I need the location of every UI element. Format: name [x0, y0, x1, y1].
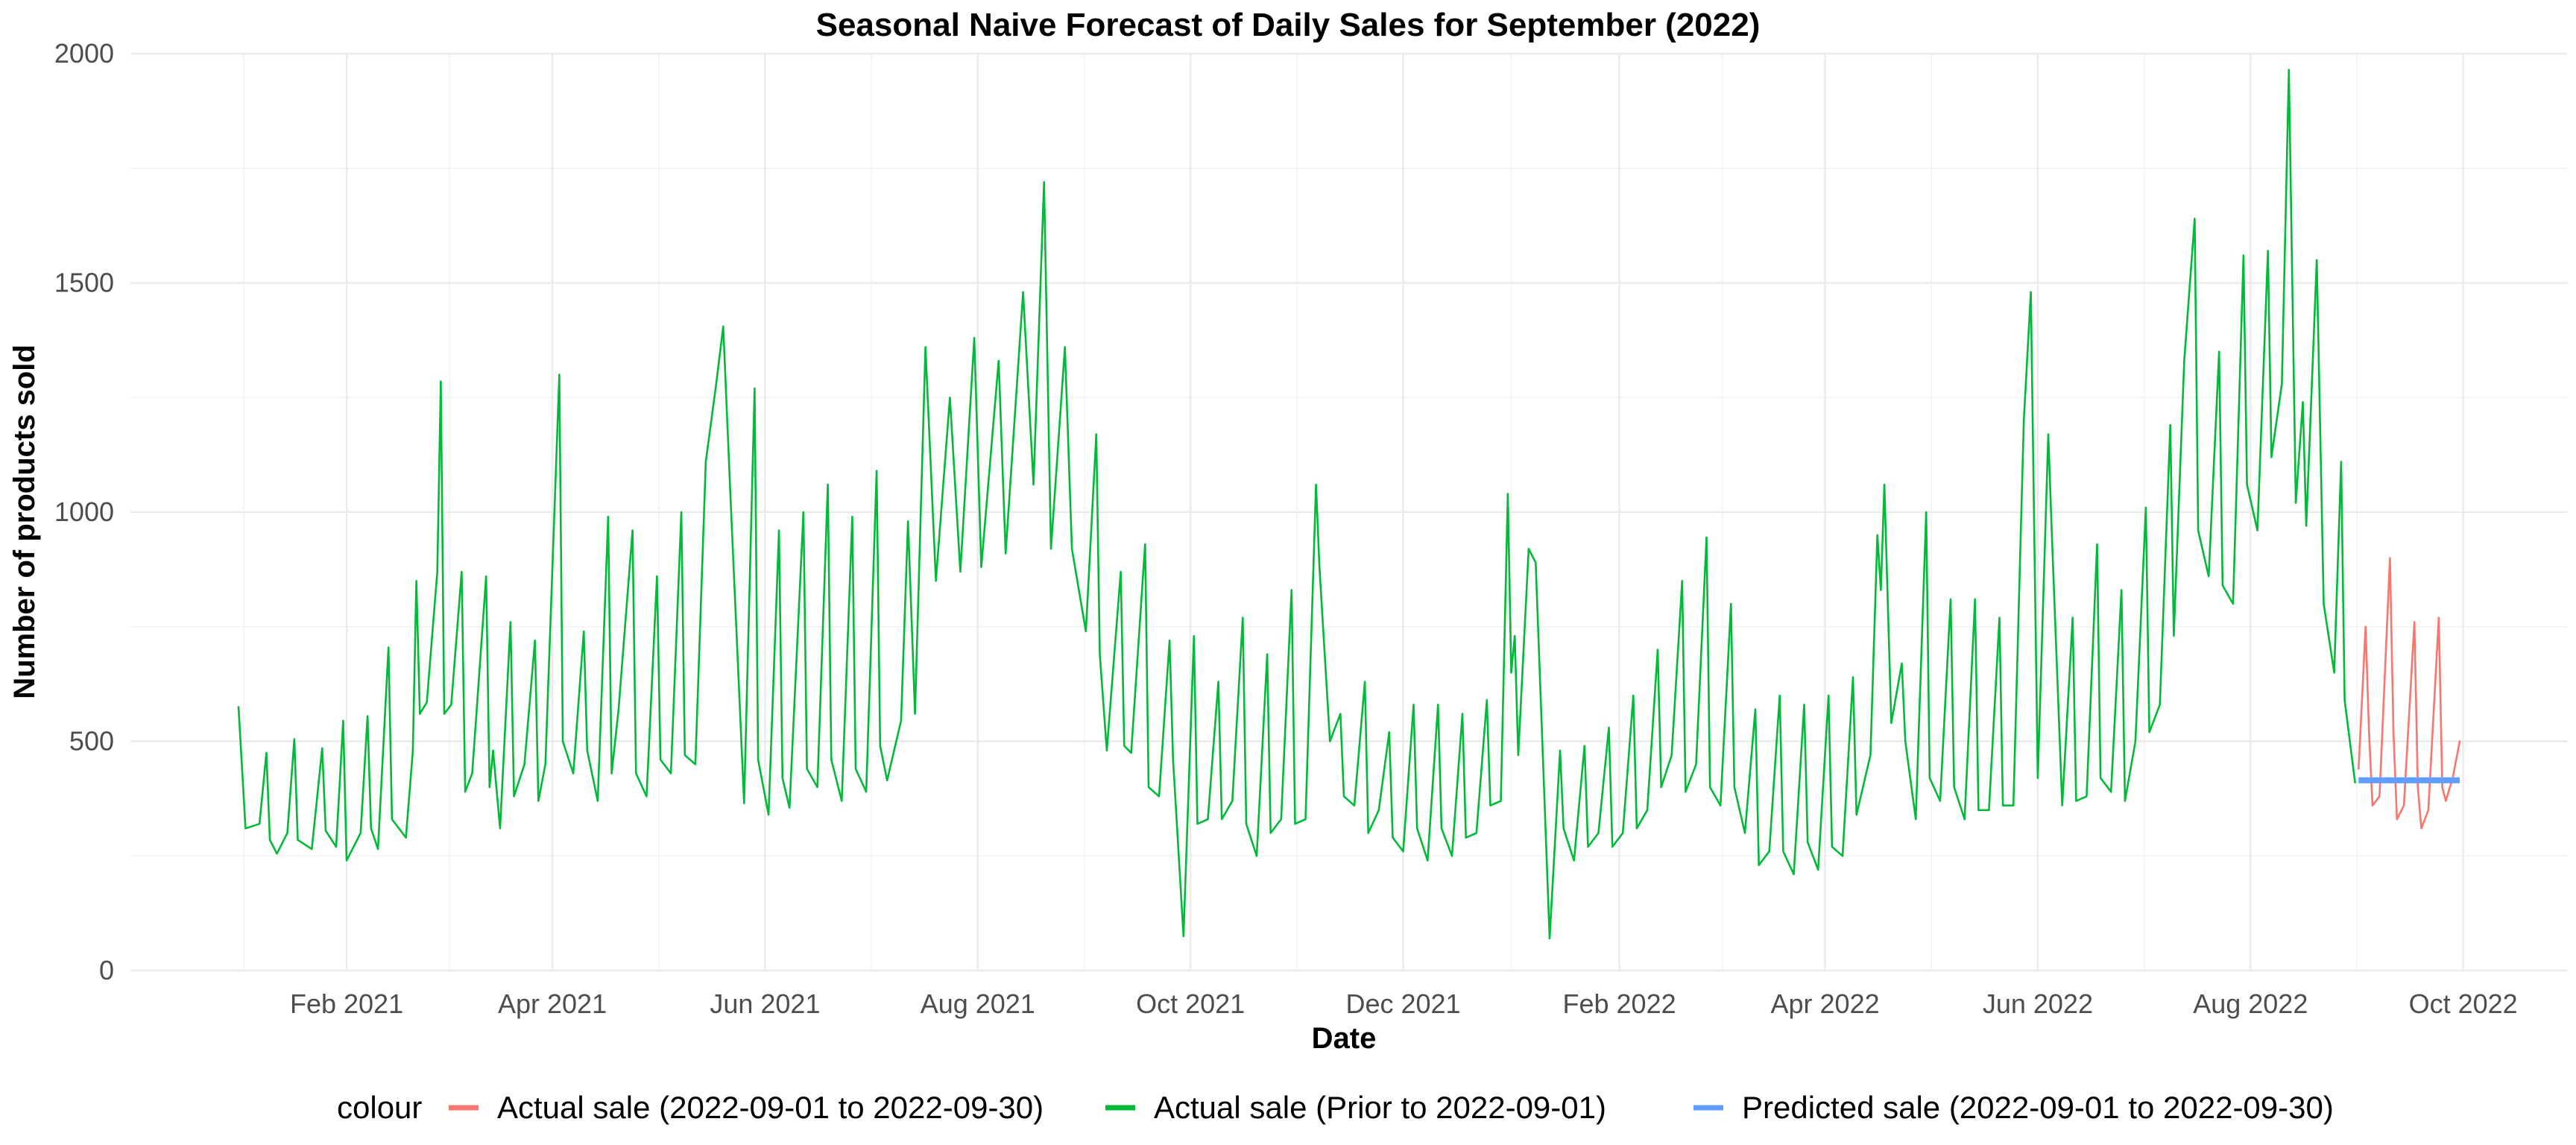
- y-tick-label: 500: [69, 726, 114, 757]
- plot-panel: [130, 52, 2568, 972]
- y-tick-label: 2000: [54, 38, 114, 69]
- legend-label-actual-prior: Actual sale (Prior to 2022-09-01): [1154, 1090, 1606, 1125]
- series-layer: [237, 69, 2461, 940]
- y-tick-label: 0: [99, 955, 114, 985]
- x-tick-label: Jun 2022: [1983, 988, 2093, 1019]
- legend-label-actual-sept: Actual sale (2022-09-01 to 2022-09-30): [497, 1090, 1044, 1125]
- y-axis-tick-labels: 0 500 1000 1500 2000: [54, 38, 114, 985]
- x-tick-label: Apr 2022: [1771, 988, 1880, 1019]
- series-line-actual-sept: [2358, 557, 2461, 830]
- chart-title: Seasonal Naive Forecast of Daily Sales f…: [816, 7, 1761, 43]
- grid-minor-y: [130, 168, 2568, 857]
- x-tick-label: Oct 2022: [2409, 988, 2518, 1019]
- legend: colour Actual sale (2022-09-01 to 2022-0…: [337, 1090, 2334, 1125]
- legend-title: colour: [337, 1090, 422, 1125]
- x-tick-label: Feb 2021: [290, 988, 403, 1019]
- x-tick-label: Dec 2021: [1345, 988, 1460, 1019]
- x-axis-tick-labels: Feb 2021 Apr 2021 Jun 2021 Aug 2021 Oct 2021…: [290, 988, 2518, 1019]
- x-axis-title: Date: [1312, 1022, 1377, 1055]
- x-tick-label: Aug 2021: [921, 988, 1035, 1019]
- x-tick-label: Feb 2022: [1562, 988, 1676, 1019]
- y-axis-title: Number of products sold: [8, 344, 41, 699]
- y-tick-label: 1500: [54, 268, 114, 298]
- series-line-actual-prior: [237, 69, 2356, 940]
- x-tick-label: Jun 2021: [710, 988, 820, 1019]
- legend-label-predicted: Predicted sale (2022-09-01 to 2022-09-30…: [1742, 1090, 2334, 1125]
- grid-major-x: [345, 54, 2464, 971]
- y-tick-label: 1000: [54, 496, 114, 527]
- x-tick-label: Apr 2021: [498, 988, 607, 1019]
- x-tick-label: Aug 2022: [2193, 988, 2308, 1019]
- x-tick-label: Oct 2021: [1136, 988, 1245, 1019]
- grid-major-y: [130, 52, 2568, 972]
